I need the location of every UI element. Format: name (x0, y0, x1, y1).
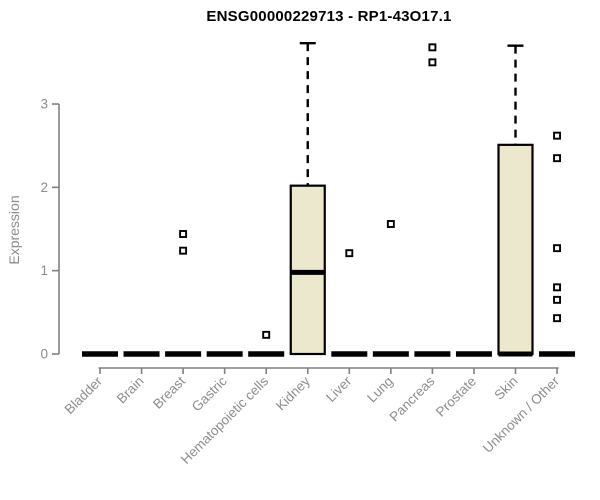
flat-box (372, 351, 409, 357)
x-tick-label: Pancreas (387, 373, 438, 424)
flat-box (331, 351, 368, 357)
flat-box (414, 351, 451, 357)
x-tick-label: Prostate (433, 374, 479, 420)
outlier-point (553, 154, 561, 163)
y-tick-label: 0 (40, 347, 48, 362)
x-tick-label: Unknown / Other (480, 373, 563, 456)
flat-box (123, 351, 160, 357)
outlier-point (345, 249, 354, 258)
x-tick-label: Kidney (273, 373, 313, 413)
y-tick-label: 3 (40, 97, 48, 112)
flat-box (455, 351, 492, 357)
outlier-point (386, 220, 395, 228)
outlier-point (428, 43, 437, 52)
outlier-point (553, 314, 561, 323)
y-tick-label: 2 (40, 180, 48, 195)
y-tick-label: 1 (40, 263, 48, 278)
outlier-point (553, 283, 561, 292)
box (497, 143, 534, 356)
x-tick-label: Liver (323, 373, 355, 405)
chart-title: ENSG00000229713 - RP1-43O17.1 (206, 8, 452, 25)
outlier-point (428, 58, 437, 67)
flat-box (82, 351, 118, 357)
outlier-point (553, 295, 561, 304)
outlier-point (553, 131, 561, 140)
outlier-point (553, 244, 561, 253)
x-tick-label: Skin (491, 374, 520, 403)
outlier-point (262, 330, 271, 339)
x-tick-label: Brain (114, 374, 147, 407)
flat-box (165, 351, 202, 357)
x-tick-label: Breast (150, 373, 188, 411)
flat-box (539, 351, 576, 357)
x-tick-label: Gastric (189, 373, 230, 414)
outlier-point (179, 246, 188, 255)
flat-box (248, 351, 285, 357)
flat-box (206, 351, 243, 357)
x-tick-label: Bladder (62, 373, 106, 417)
y-axis-label: Expression (6, 195, 22, 265)
x-tick-label: Lung (364, 374, 396, 406)
outlier-point (179, 230, 188, 238)
